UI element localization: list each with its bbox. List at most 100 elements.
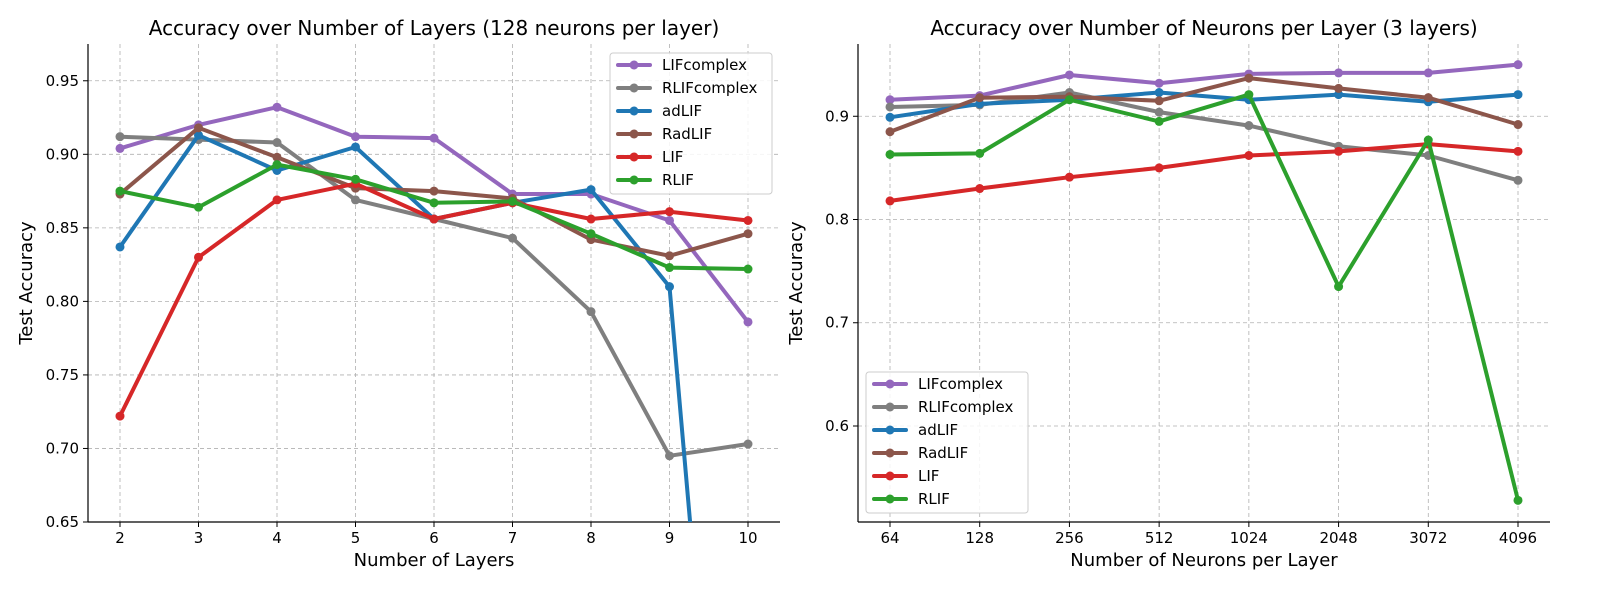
x-tick-label: 2 — [115, 529, 125, 547]
data-point-RLIF — [1064, 95, 1074, 105]
chart-title: Accuracy over Number of Layers (128 neur… — [149, 16, 720, 40]
data-point-RLIF — [586, 229, 596, 239]
legend-swatch-marker — [885, 448, 895, 458]
data-point-RLIF — [115, 186, 125, 196]
legend-swatch-marker — [885, 402, 895, 412]
data-point-adLIF — [665, 282, 674, 292]
x-axis-label: Number of Layers — [354, 550, 515, 571]
legend-item-RadLIF: RadLIF — [872, 444, 968, 462]
legend-item-LIFcomplex: LIFcomplex — [616, 56, 747, 74]
y-tick-label: 0.65 — [46, 513, 79, 531]
x-axis-label: Number of Neurons per Layer — [1070, 550, 1338, 571]
y-axis-label: Test Accuracy — [16, 221, 37, 346]
data-point-RLIF — [272, 160, 282, 170]
legend-swatch-marker — [885, 425, 895, 435]
data-point-LIF — [1244, 150, 1254, 160]
data-point-LIF — [1334, 146, 1344, 156]
series-RLIF — [885, 90, 1523, 505]
data-point-adLIF — [1154, 88, 1164, 98]
neurons-accuracy-chart: 64 128 256 512 1024 2048 3072 4096 0.6 0.7 0.8 0.9 N… — [786, 16, 1550, 571]
data-point-RLIF — [194, 202, 203, 212]
legend-swatch-marker — [629, 60, 639, 70]
x-tick-label: 2048 — [1319, 529, 1357, 547]
x-tick-label: 64 — [880, 529, 899, 547]
data-point-RadLIF — [1154, 96, 1164, 106]
y-tick-label: 0.6 — [825, 417, 849, 435]
x-tick-label: 512 — [1145, 529, 1174, 547]
chart-title: Accuracy over Number of Neurons per Laye… — [930, 16, 1477, 40]
data-point-LIFcomplex — [665, 215, 674, 225]
data-point-adLIF — [1334, 90, 1344, 100]
data-point-RLIFcomplex — [272, 138, 282, 148]
x-tick-label: 9 — [665, 529, 675, 547]
data-point-RLIFcomplex — [885, 102, 895, 112]
data-point-RadLIF — [975, 93, 985, 103]
data-point-adLIF — [885, 112, 895, 122]
y-tick-label: 0.75 — [46, 366, 79, 384]
data-point-RLIF — [1513, 495, 1523, 505]
data-point-RLIF — [1154, 116, 1164, 126]
data-point-RLIFcomplex — [586, 307, 596, 317]
x-tick-label: 6 — [429, 529, 439, 547]
data-point-RLIF — [1423, 135, 1433, 145]
y-tick-label: 0.95 — [46, 72, 79, 90]
legend-label: adLIF — [918, 421, 958, 439]
legend-item-RLIFcomplex: RLIFcomplex — [872, 398, 1014, 416]
y-tick-label: 0.9 — [825, 107, 849, 125]
y-tick-label: 0.8 — [825, 211, 849, 229]
data-point-adLIF — [586, 185, 596, 195]
data-point-LIF — [194, 252, 203, 262]
x-tick-label: 3 — [194, 529, 204, 547]
data-point-RLIF — [665, 263, 674, 273]
y-tick-label: 0.7 — [825, 314, 849, 332]
data-point-LIFcomplex — [1513, 60, 1523, 70]
legend-label: LIF — [662, 148, 683, 166]
data-point-LIFcomplex — [885, 95, 895, 105]
legend-label: LIFcomplex — [918, 375, 1003, 393]
series-group — [115, 102, 753, 522]
x-tick-label: 256 — [1055, 529, 1084, 547]
legend-item-RLIF: RLIF — [872, 490, 950, 508]
legend-swatch-marker — [629, 129, 639, 139]
y-tick-label: 0.85 — [46, 219, 79, 237]
data-point-adLIF — [115, 242, 125, 252]
data-point-RadLIF — [1244, 73, 1254, 83]
data-point-LIF — [1064, 172, 1074, 182]
data-point-adLIF — [975, 99, 985, 109]
layers-accuracy-chart: 2 3 4 5 6 7 8 9 10 0.65 0.70 0.75 0.80 0.85 0.90 0.95 Nu… — [16, 16, 780, 571]
data-point-RadLIF — [1513, 120, 1523, 130]
data-point-RadLIF — [743, 229, 753, 239]
legend-item-RLIF: RLIF — [616, 171, 694, 189]
data-point-LIFcomplex — [743, 317, 753, 327]
legend-swatch-marker — [629, 175, 639, 185]
data-point-RLIFcomplex — [1154, 107, 1164, 117]
legend-item-LIF: LIF — [872, 467, 939, 485]
data-point-RadLIF — [429, 186, 439, 196]
x-tick-label: 8 — [586, 529, 596, 547]
x-tick-label: 7 — [508, 529, 518, 547]
legend-swatch-marker — [629, 152, 639, 162]
data-point-RLIF — [975, 148, 985, 158]
series-group — [885, 60, 1523, 505]
data-point-LIF — [429, 214, 439, 224]
data-point-RLIFcomplex — [1244, 121, 1254, 131]
data-point-LIFcomplex — [351, 132, 360, 142]
data-point-adLIF — [351, 142, 360, 152]
data-point-LIF — [665, 207, 674, 217]
x-tick-label: 5 — [351, 529, 361, 547]
data-point-LIF — [272, 195, 282, 205]
legend-item-adLIF: adLIF — [872, 421, 958, 439]
data-point-LIF — [975, 184, 985, 194]
data-point-RLIF — [351, 174, 360, 184]
data-point-LIF — [586, 214, 596, 224]
data-point-LIFcomplex — [1423, 68, 1433, 78]
y-tick-label: 0.90 — [46, 145, 79, 163]
data-point-RadLIF — [885, 127, 895, 137]
legend-label: LIFcomplex — [662, 56, 747, 74]
series-RLIF — [115, 160, 753, 274]
x-tick-label: 4 — [272, 529, 282, 547]
x-tick-label: 3072 — [1409, 529, 1447, 547]
data-point-RadLIF — [1423, 93, 1433, 103]
legend-item-RadLIF: RadLIF — [616, 125, 712, 143]
